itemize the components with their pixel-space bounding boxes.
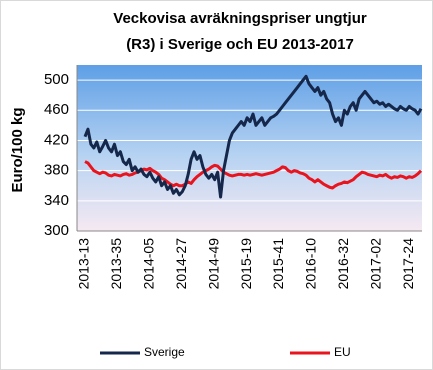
legend-label: EU — [334, 345, 351, 359]
y-tick-label: 340 — [44, 192, 69, 209]
x-tick-label: 2013-13 — [76, 238, 92, 290]
x-tick-label: 2015-41 — [270, 238, 286, 290]
y-tick-label: 380 — [44, 162, 69, 179]
x-tick-label: 2015-19 — [238, 238, 254, 290]
y-tick-label: 420 — [44, 131, 69, 148]
y-tick-label: 300 — [44, 222, 69, 239]
x-tick-label: 2013-35 — [108, 238, 124, 290]
y-axis-label: Euro/100 kg — [9, 107, 26, 192]
x-tick-label: 2017-02 — [367, 238, 383, 290]
chart-title: Veckovisa avräkningspriser ungtjur — [113, 10, 367, 27]
plot-area — [77, 65, 422, 231]
x-tick-label: 2016-10 — [303, 238, 319, 290]
x-tick-label: 2014-49 — [205, 238, 221, 290]
x-tick-label: 2014-27 — [173, 238, 189, 290]
x-tick-label: 2017-24 — [400, 238, 416, 290]
chart-title: (R3) i Sverige och EU 2013-2017 — [126, 36, 354, 53]
y-tick-label: 460 — [44, 101, 69, 118]
series-line — [83, 74, 423, 199]
x-tick-label: 2014-05 — [141, 238, 157, 290]
x-tick-label: 2016-32 — [335, 238, 351, 290]
y-tick-label: 500 — [44, 71, 69, 88]
legend-label: Sverige — [144, 345, 185, 359]
